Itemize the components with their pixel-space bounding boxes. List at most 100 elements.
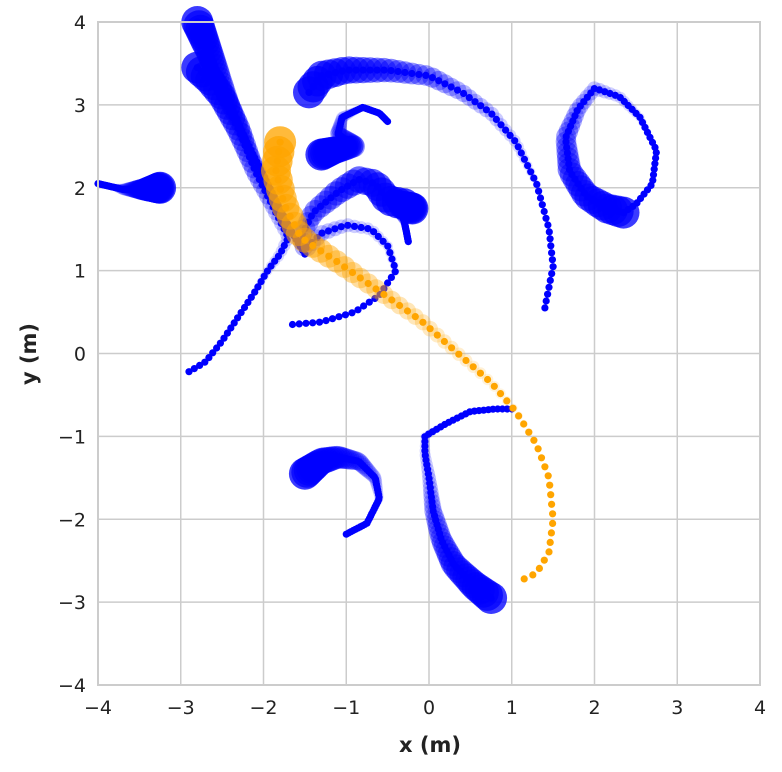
x-axis-label: x (m): [399, 733, 461, 757]
highlight-trajectory-0-point-8: [286, 212, 294, 220]
trajectory-2-point-4: [325, 70, 333, 78]
trajectory-0-point-41: [254, 283, 262, 291]
trajectory-2-point-3: [318, 72, 326, 80]
trajectory-4-point-50: [348, 309, 356, 317]
x-tick-label-0: −4: [84, 697, 112, 719]
trajectory-4-point-56: [309, 319, 317, 327]
trajectory-4-point-26: [318, 229, 326, 237]
highlight-trajectory-0-point-51: [549, 510, 557, 518]
highlight-trajectory-0-point-27: [426, 325, 434, 333]
trajectory-2-point-49: [546, 235, 554, 243]
highlight-trajectory-0-point-29: [440, 337, 448, 346]
trajectory-2-point-36: [517, 149, 525, 157]
trajectory-2-point-32: [502, 126, 510, 134]
trajectory-2-point-58: [542, 297, 550, 305]
highlight-trajectory-0-point-56: [540, 556, 548, 564]
highlight-trajectory-0-point-45: [537, 454, 546, 462]
trajectory-2-point-37: [520, 155, 529, 163]
trajectory-0-point-45: [240, 303, 249, 312]
trajectory-2-point-8: [352, 66, 360, 74]
trajectory-2-point-24: [460, 89, 468, 98]
y-tick-label-0: −4: [58, 675, 86, 697]
highlight-trajectory-0-point-31: [455, 350, 463, 358]
trajectory-2-point-51: [548, 249, 556, 257]
highlight-trajectory-0-point-5: [276, 185, 284, 193]
trajectory-0-point-47: [234, 314, 242, 322]
trajectory-2-point-21: [441, 80, 449, 88]
trajectory-4-point-37: [384, 242, 392, 250]
trajectory-2-point-19: [428, 74, 436, 82]
trajectory-4-point-29: [337, 223, 345, 231]
trajectory-2-point-16: [408, 69, 416, 78]
trajectory-4-point-46: [371, 294, 379, 303]
trajectory-2-point-18: [422, 71, 430, 79]
trajectory-4-point-38: [386, 249, 394, 257]
highlight-trajectory-0-point-58: [529, 571, 537, 579]
trajectory-2-point-22: [447, 83, 455, 91]
y-tick-label-1: −3: [58, 592, 86, 614]
trajectory-4-point-54: [322, 317, 330, 325]
highlight-trajectory-0-point-28: [433, 331, 441, 339]
highlight-trajectory-0-point-41: [520, 420, 528, 428]
trajectory-4-point-30: [344, 221, 352, 229]
highlight-trajectory-0-point-7: [282, 204, 290, 212]
highlight-trajectory-0-point-17: [348, 268, 357, 277]
trajectory-2-point-1: [309, 83, 317, 91]
trajectory-2-point-10: [366, 66, 374, 74]
highlight-trajectory-0-point-30: [448, 344, 456, 352]
trajectory-4-point-35: [374, 232, 382, 241]
highlight-trajectory-0-point-34: [476, 369, 484, 377]
trajectory-4-point-11: [338, 186, 346, 194]
trajectory-4-point-43: [384, 279, 392, 287]
x-tick-label-7: 3: [671, 697, 683, 719]
highlight-trajectory-0-point-14: [325, 252, 333, 260]
trajectory-4-point-5: [373, 183, 382, 191]
trajectory-0-point-53: [213, 344, 221, 352]
trajectory-2-point-23: [453, 86, 462, 94]
highlight-trajectory-0-point-12: [309, 242, 317, 250]
trajectory-2-point-47: [544, 221, 552, 229]
trajectory-0-point-56: [201, 358, 209, 366]
trajectory-2-point-20: [435, 77, 443, 85]
trajectory-2-point-50: [547, 242, 555, 250]
trajectory-0-point-51: [220, 334, 228, 342]
y-tick-label-3: −1: [58, 426, 86, 448]
highlight-trajectory-0-point-10: [295, 229, 303, 237]
trajectory-2-point-33: [506, 131, 514, 139]
trajectory-7-point-2: [609, 206, 617, 214]
x-tick-label-4: 0: [423, 697, 435, 719]
trajectory-5-point-59: [404, 238, 412, 246]
trajectory-0-point-55: [205, 354, 213, 362]
trajectory-7-point-13: [565, 166, 574, 174]
trajectory-layer: [94, 6, 660, 614]
highlight-trajectory-0-point-11: [301, 236, 309, 244]
trajectory-4-point-14: [322, 198, 330, 206]
trajectory-2-point-14: [394, 67, 402, 76]
trajectory-3-point-59: [384, 117, 392, 126]
trajectory-4-point-58: [295, 320, 303, 328]
x-tick-label-6: 2: [588, 697, 600, 719]
trajectory-0-point-4: [210, 82, 218, 90]
trajectory-3: [305, 103, 392, 171]
y-tick-label-6: 2: [74, 178, 86, 200]
trajectory-7-point-15: [564, 154, 572, 163]
trajectory-2-point-38: [524, 162, 532, 170]
trajectory-2-point-52: [548, 256, 557, 264]
trajectory-0-point-44: [244, 298, 252, 306]
trajectory-2-point-34: [511, 137, 519, 145]
trajectory-0-point-59: [185, 368, 193, 376]
highlight-trajectory-0-point-2: [273, 157, 281, 165]
y-tick-label-4: 0: [74, 344, 86, 366]
trajectory-4-point-8: [355, 176, 363, 184]
highlight-trajectory-0-point-21: [380, 290, 388, 299]
trajectory-0-point-40: [257, 278, 265, 286]
trajectory-0-point-36: [271, 257, 279, 265]
trajectory-4-point-36: [379, 237, 387, 245]
trajectory-2-point-46: [542, 214, 550, 222]
trajectory-0-point-39: [260, 272, 268, 280]
highlight-trajectory-0-point-20: [372, 285, 380, 293]
highlight-trajectory-0-point-59: [520, 575, 528, 583]
highlight-trajectory-0-point-50: [548, 500, 556, 508]
x-tick-label-8: 4: [754, 697, 766, 719]
